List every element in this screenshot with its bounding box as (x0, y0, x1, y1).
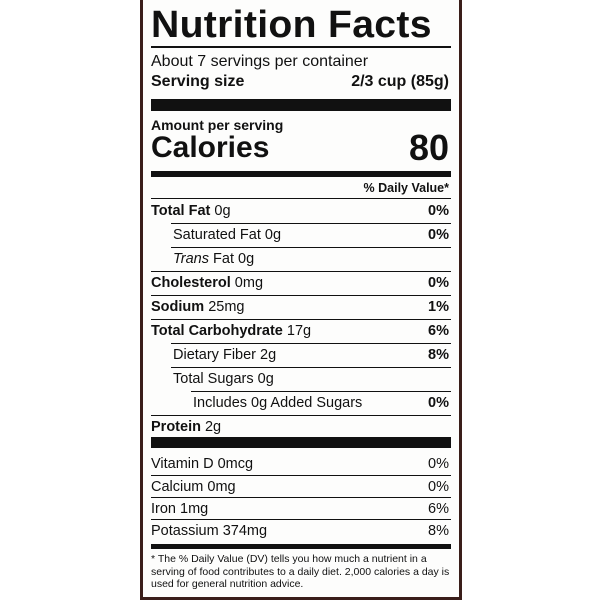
vitamin-row-calcium: Calcium 0mg 0% (151, 475, 451, 499)
medium-divider (151, 171, 451, 177)
calories-row: Calories 80 (151, 130, 451, 166)
calories-label: Calories (151, 131, 270, 164)
vitamin-dv: 8% (428, 523, 449, 539)
nutrient-dv: 1% (428, 299, 449, 315)
nutrient-name: Total Sugars (173, 371, 254, 387)
nutrient-dv: 8% (428, 347, 449, 363)
nutrient-row-protein: Protein 2g (151, 415, 451, 439)
vitamin-dv: 0% (428, 456, 449, 472)
vitamin-dv: 0% (428, 479, 449, 495)
vitamin-row-potassium: Potassium 374mg 8% (151, 519, 451, 543)
nutrient-name: Cholesterol (151, 275, 231, 291)
nutrient-name: Trans (173, 251, 209, 267)
daily-value-header: % Daily Value* (363, 181, 449, 195)
divider (171, 247, 451, 248)
nutrient-name: Includes 0g Added Sugars (193, 395, 363, 411)
nutrient-row-total-fat: Total Fat 0g 0% (151, 199, 451, 223)
medium-divider (151, 544, 451, 549)
nutrient-amount: 2g (260, 347, 277, 363)
amount-per-serving: Amount per serving (151, 117, 284, 133)
vitamin-name: Iron 1mg (151, 501, 209, 517)
nutrient-dv: 0% (428, 395, 449, 411)
nutrient-name: Sodium (151, 299, 205, 315)
serving-size-value: 2/3 cup (85g) (351, 73, 449, 90)
nutrient-amount: 0g (264, 227, 282, 243)
divider (151, 46, 451, 48)
nutrition-facts-label: Nutrition Facts About 7 servings per con… (140, 0, 462, 600)
divider (151, 295, 451, 296)
nutrient-row-saturated-fat: Saturated Fat 0g 0% (151, 223, 451, 247)
serving-size-label: Serving size (151, 73, 245, 90)
nutrient-amount: 0g (214, 203, 231, 219)
thick-divider (151, 437, 451, 448)
nutrient-amount: 17g (286, 323, 312, 339)
nutrient-row-total-carbohydrate: Total Carbohydrate 17g 6% (151, 319, 451, 343)
vitamin-name: Calcium 0mg (151, 479, 236, 495)
nutrient-name: Dietary Fiber (173, 347, 256, 363)
nutrient-dv: 0% (428, 275, 449, 291)
nutrient-amount: 0mg (234, 275, 264, 291)
thick-divider (151, 99, 451, 111)
nutrient-row-trans-fat: Trans Fat 0g (151, 247, 451, 271)
divider (191, 391, 451, 392)
nutrient-name: Protein (151, 419, 201, 435)
divider (151, 198, 451, 199)
label-title: Nutrition Facts (151, 4, 432, 46)
nutrient-amount: 2g (204, 419, 222, 435)
divider (151, 415, 451, 416)
vitamin-name: Potassium 374mg (151, 523, 268, 539)
divider (171, 343, 451, 344)
nutrient-row-cholesterol: Cholesterol 0mg 0% (151, 271, 451, 295)
nutrient-name: Total Fat (151, 203, 211, 219)
nutrient-name: Saturated Fat (173, 227, 261, 243)
vitamin-dv: 6% (428, 501, 449, 517)
nutrient-amount: Fat 0g (213, 251, 255, 267)
divider (151, 475, 451, 476)
serving-size-row: Serving size 2/3 cup (85g) (151, 73, 451, 91)
divider (151, 497, 451, 498)
servings-per-container: About 7 servings per container (151, 53, 369, 70)
divider (171, 223, 451, 224)
nutrient-row-sodium: Sodium 25mg 1% (151, 295, 451, 319)
divider (171, 367, 451, 368)
divider (151, 519, 451, 520)
divider (151, 271, 451, 272)
vitamin-row-iron: Iron 1mg 6% (151, 497, 451, 521)
nutrient-dv: 6% (428, 323, 449, 339)
vitamin-row-vitamin-d: Vitamin D 0mcg 0% (151, 452, 451, 476)
vitamin-name: Vitamin D 0mcg (151, 456, 254, 472)
nutrient-row-dietary-fiber: Dietary Fiber 2g 8% (151, 343, 451, 367)
nutrient-dv: 0% (428, 203, 449, 219)
footnote: * The % Daily Value (DV) tells you how m… (151, 553, 450, 590)
nutrient-amount: 25mg (208, 299, 245, 315)
nutrient-dv: 0% (428, 227, 449, 243)
nutrient-name: Total Carbohydrate (151, 323, 283, 339)
nutrient-row-added-sugars: Includes 0g Added Sugars 0% (151, 391, 451, 415)
nutrient-amount: 0g (257, 371, 274, 387)
calories-value: 80 (408, 127, 449, 168)
nutrient-row-total-sugars: Total Sugars 0g (151, 367, 451, 391)
divider (151, 319, 451, 320)
